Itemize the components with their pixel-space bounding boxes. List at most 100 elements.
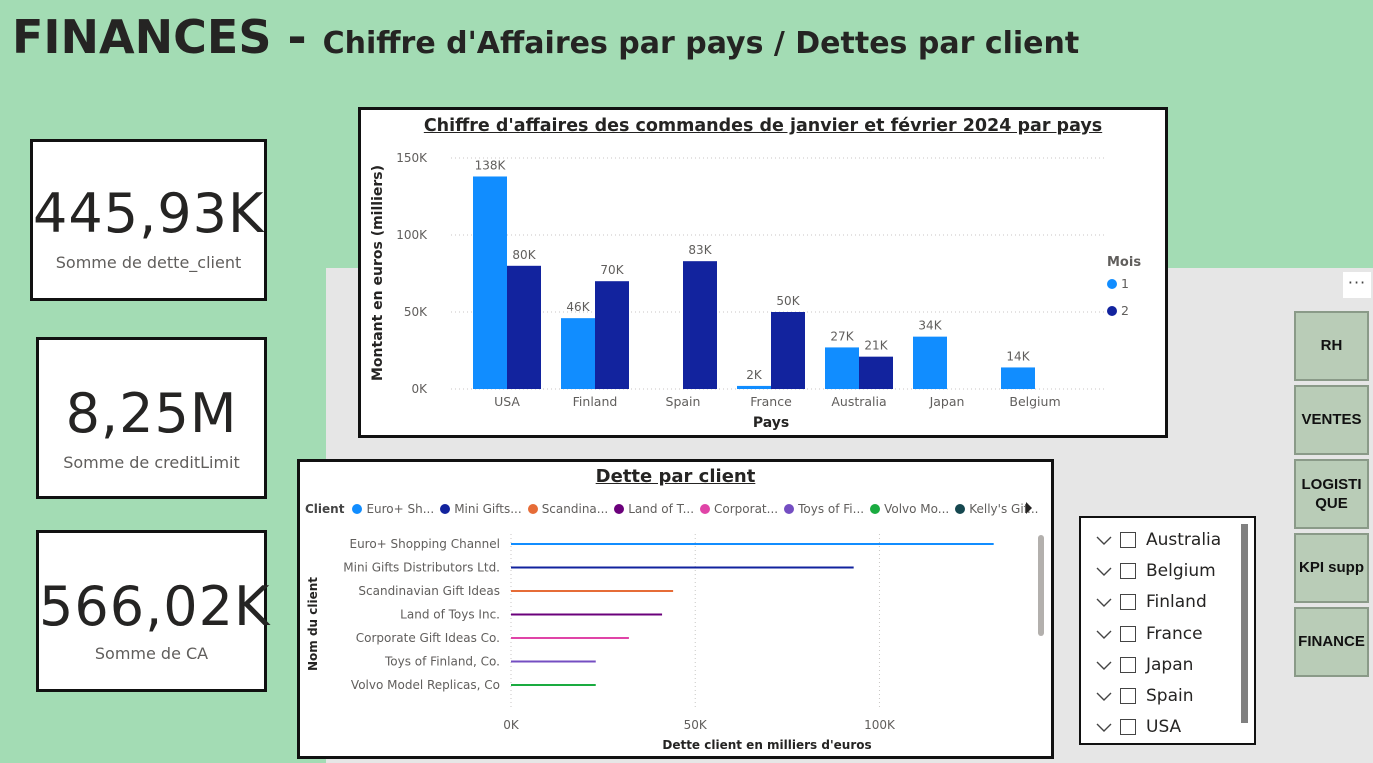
legend-label: Toys of Fi...: [798, 502, 865, 516]
nav-button-ventes[interactable]: VENTES: [1294, 385, 1369, 455]
bar-france-mois-2: [771, 312, 805, 389]
x-tick-label: Australia: [831, 394, 886, 409]
x-tick-label: France: [750, 394, 792, 409]
chart-title: Dette par client: [595, 466, 756, 487]
checkbox[interactable]: [1120, 625, 1136, 642]
nav-button-rh[interactable]: RH: [1294, 311, 1369, 381]
legend-label: Corporat...: [714, 502, 779, 516]
y-tick-label: Scandinavian Gift Ideas: [358, 584, 500, 598]
legend-marker: [440, 504, 451, 514]
bar-usa-mois-1: [473, 176, 507, 389]
slicer-item-australia[interactable]: Australia: [1094, 529, 1221, 551]
legend-item[interactable]: Kelly's Gif...: [955, 502, 1038, 516]
nav-button-kpi-supp[interactable]: KPI supp: [1294, 533, 1369, 603]
slicer-scrollbar[interactable]: [1241, 524, 1248, 723]
kpi-label: Somme de CA: [94, 644, 209, 663]
bar-client: [511, 660, 596, 663]
x-axis-title: Dette client en milliers d'euros: [662, 738, 871, 752]
slicer-item-label: Finland: [1146, 592, 1207, 613]
y-tick-label: Corporate Gift Ideas Co.: [356, 631, 500, 645]
slicer-item-label: France: [1146, 623, 1203, 644]
y-tick-label: Euro+ Shopping Channel: [349, 537, 500, 551]
legend-next-arrow[interactable]: [1024, 502, 1034, 514]
column-chart-svg: 0K50K100K150K138K80KUSA46K70KFinland83KS…: [370, 151, 1141, 431]
slicer-item-finland[interactable]: Finland: [1094, 591, 1207, 613]
bar-client: [511, 637, 629, 639]
y-tick-label: 100K: [396, 228, 428, 242]
bar-client: [511, 590, 674, 592]
data-label: 70K: [600, 263, 624, 277]
legend-item[interactable]: Land of T...: [614, 502, 694, 516]
x-axis-title: Pays: [753, 415, 789, 431]
legend-item[interactable]: Mini Gifts...: [440, 502, 522, 516]
x-tick-label: 100K: [864, 718, 896, 732]
chevron-down-icon[interactable]: [1094, 530, 1114, 550]
legend-item[interactable]: Volvo Mo...: [870, 502, 949, 516]
x-tick-label: Belgium: [1009, 394, 1060, 409]
slicer-item-france[interactable]: France: [1094, 623, 1203, 645]
legend-item[interactable]: Scandina...: [527, 502, 609, 516]
legend-label: Euro+ Sh...: [366, 502, 435, 516]
bar-finland-mois-2: [595, 281, 629, 389]
country-slicer: [1079, 516, 1256, 745]
chevron-down-icon[interactable]: [1094, 561, 1114, 581]
kpi-value: 445,93K: [33, 182, 265, 245]
kpi-card-dette-client[interactable]: 445,93K Somme de dette_client: [30, 139, 267, 301]
checkbox[interactable]: [1120, 594, 1136, 611]
y-tick-label: Land of Toys Inc.: [400, 608, 500, 622]
chevron-down-icon[interactable]: [1094, 592, 1114, 612]
nav-button-logistique[interactable]: LOGISTI QUE: [1294, 459, 1369, 529]
checkbox[interactable]: [1120, 688, 1136, 704]
slicer-item-japan[interactable]: Japan: [1094, 654, 1193, 676]
slicer-item-belgium[interactable]: Belgium: [1094, 560, 1216, 582]
bar-client: [511, 566, 854, 569]
legend-label: 1: [1121, 276, 1129, 291]
y-axis-title: Montant en euros (milliers): [370, 165, 386, 381]
revenue-by-country-chart[interactable]: Chiffre d'affaires des commandes de janv…: [358, 107, 1168, 438]
data-label: 34K: [918, 319, 942, 333]
legend-title: Mois: [1107, 255, 1141, 270]
bar-belgium-mois-1: [1001, 367, 1035, 389]
page-subtitle: Chiffre d'Affaires par pays / Dettes par…: [322, 26, 1080, 61]
chevron-down-icon[interactable]: [1094, 717, 1114, 737]
chevron-down-icon[interactable]: [1094, 686, 1114, 706]
more-options-button[interactable]: ···: [1343, 272, 1371, 298]
bar-client: [511, 684, 596, 686]
data-label: 80K: [512, 248, 536, 262]
kpi-card-credit-limit[interactable]: 8,25M Somme de creditLimit: [36, 337, 267, 499]
client-legend: Client Euro+ Sh... Mini Gifts... Scandina.…: [305, 500, 1038, 518]
legend-item[interactable]: Corporat...: [700, 502, 778, 516]
legend-item[interactable]: Toys of Fi...: [784, 502, 864, 516]
slicer-item-label: Australia: [1146, 530, 1222, 550]
debt-by-client-chart[interactable]: Dette par client 0K 50K 100K Euro+ Shopping…: [297, 459, 1054, 759]
kpi-card-ca[interactable]: 566,02K Somme de CA: [36, 530, 269, 692]
slicer-item-label: USA: [1146, 717, 1182, 738]
checkbox[interactable]: [1120, 656, 1136, 673]
data-label: 83K: [688, 243, 712, 257]
checkbox[interactable]: [1120, 719, 1136, 736]
checkbox[interactable]: [1120, 532, 1136, 548]
kpi-label: Somme de creditLimit: [63, 453, 240, 472]
legend-label: Land of T...: [628, 502, 695, 516]
chevron-down-icon[interactable]: [1094, 624, 1114, 644]
x-tick-label: Spain: [666, 394, 701, 409]
legend-marker: [870, 504, 881, 514]
x-tick-label: Japan: [929, 394, 965, 409]
legend-title: Client: [305, 502, 345, 516]
x-tick-label: Finland: [573, 394, 618, 409]
slicer-item-spain[interactable]: Spain: [1094, 685, 1194, 707]
chevron-down-icon[interactable]: [1094, 655, 1114, 675]
nav-button-finance[interactable]: FINANCE: [1294, 607, 1369, 677]
legend-marker: [784, 504, 795, 514]
legend-marker: [614, 504, 625, 514]
slicer-item-label: Japan: [1146, 654, 1194, 675]
legend-label: Scandina...: [541, 502, 609, 516]
bar-australia-mois-1: [825, 347, 859, 389]
legend-marker: [700, 504, 711, 514]
chart-scrollbar[interactable]: [1038, 535, 1044, 636]
slicer-item-usa[interactable]: USA: [1094, 716, 1181, 738]
data-label: 46K: [566, 300, 590, 314]
y-tick-label: 150K: [396, 151, 428, 165]
legend-item[interactable]: Euro+ Sh...: [352, 502, 434, 516]
checkbox[interactable]: [1120, 563, 1136, 580]
